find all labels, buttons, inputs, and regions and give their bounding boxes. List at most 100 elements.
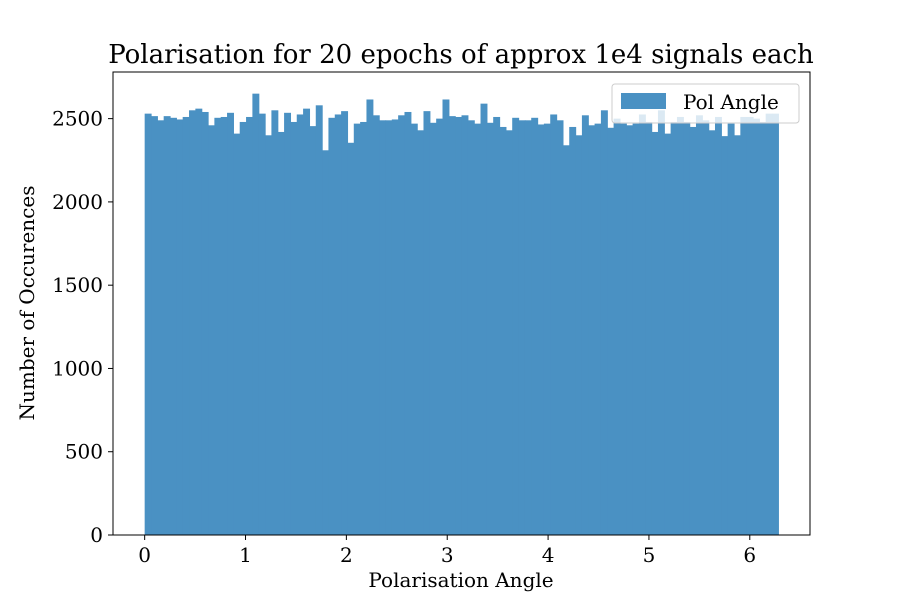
histogram-bar	[702, 120, 710, 536]
histogram-bar	[366, 99, 374, 535]
plot-frame	[112, 71, 811, 536]
histogram-bar	[474, 123, 482, 536]
histogram-bar	[144, 113, 152, 535]
histogram-bar	[265, 135, 273, 535]
histogram-bar	[619, 123, 627, 536]
histogram-bar	[379, 120, 387, 536]
histogram-bar	[543, 123, 551, 536]
histogram-bar	[499, 126, 507, 535]
histogram-bar	[524, 120, 532, 536]
histogram-bar	[651, 131, 659, 535]
histogram-bar	[448, 116, 456, 536]
histogram-bar	[151, 116, 158, 536]
histogram-bar	[195, 108, 203, 535]
histogram-bar	[372, 115, 380, 535]
x-tick-label: 3	[441, 543, 454, 567]
histogram-bar	[486, 122, 494, 536]
histogram-bar	[467, 120, 475, 536]
histogram-bar	[531, 117, 539, 536]
histogram-bar	[461, 115, 469, 535]
legend-label-pol-angle: Pol Angle	[683, 90, 779, 114]
histogram-bar	[695, 115, 703, 535]
histogram-bar	[772, 113, 779, 535]
histogram-bar	[309, 126, 317, 536]
histogram-bar	[562, 145, 570, 535]
y-tick-label: 500	[65, 440, 103, 464]
histogram-bar	[689, 126, 697, 535]
x-tick-label: 1	[239, 543, 252, 567]
histogram-bar	[423, 111, 431, 535]
histogram-bar	[189, 110, 196, 535]
histogram-bar	[765, 113, 773, 535]
histogram-bar	[271, 110, 279, 535]
histogram-bar	[170, 117, 177, 536]
histogram-bar	[353, 123, 361, 536]
histogram-bar	[683, 121, 691, 536]
histogram-bar	[182, 116, 190, 536]
histogram-bar	[664, 133, 672, 535]
y-tick-label: 2500	[52, 107, 103, 131]
histogram-bar	[214, 117, 222, 536]
histogram-bar	[284, 112, 292, 535]
legend: Pol Angle	[611, 83, 800, 124]
histogram-bar	[727, 123, 735, 536]
histogram-bar	[645, 121, 653, 536]
histogram-bar	[493, 116, 501, 536]
histogram-bar	[657, 110, 665, 535]
histogram-bar	[759, 121, 767, 536]
histogram-bar	[328, 117, 336, 536]
histogram-bar	[588, 125, 596, 535]
histogram-bar	[341, 111, 349, 535]
histogram-bar	[290, 121, 298, 536]
histogram-bar	[303, 108, 311, 535]
histogram-bar	[347, 142, 355, 535]
histogram-bar	[480, 103, 488, 535]
histogram-bar	[607, 127, 615, 536]
histogram-bars	[144, 93, 779, 536]
histogram-bar	[632, 123, 640, 536]
histogram-bar	[227, 112, 234, 535]
histogram-bar	[556, 120, 564, 536]
histogram-bar	[505, 130, 513, 535]
y-axis-ticks: 0 500 1000 1500 2000 2500	[52, 107, 113, 547]
histogram-bar	[740, 116, 748, 536]
y-tick-label: 1500	[52, 273, 103, 297]
histogram-bar	[721, 136, 729, 536]
histogram-bar	[746, 116, 754, 536]
histogram-bar	[208, 125, 215, 535]
y-tick-label: 2000	[52, 190, 103, 214]
histogram-bar	[334, 114, 342, 535]
histogram-bar	[322, 150, 330, 535]
histogram-bar	[239, 121, 247, 536]
histogram-bar	[600, 110, 608, 535]
histogram-bar	[594, 123, 602, 536]
x-tick-label: 5	[643, 543, 656, 567]
histogram-bar	[246, 116, 253, 536]
histogram-bar	[442, 99, 450, 535]
x-axis-label: Polarisation Angle	[368, 568, 553, 592]
histogram-bar	[233, 133, 241, 535]
histogram-bar	[391, 119, 399, 536]
x-tick-label: 0	[138, 543, 151, 567]
histogram-bar	[708, 130, 716, 535]
histogram-bar	[714, 116, 722, 536]
histogram-bar	[163, 116, 171, 536]
histogram-bar	[512, 117, 520, 536]
histogram-bar	[296, 114, 304, 535]
histogram-bar	[753, 118, 760, 536]
x-tick-label: 2	[340, 543, 353, 567]
histogram-bar	[537, 124, 545, 536]
histogram-bar	[436, 118, 444, 536]
histogram-bar	[176, 119, 184, 536]
histogram-bar	[613, 118, 621, 536]
histogram-bar	[550, 114, 558, 535]
histogram-bar	[404, 111, 412, 535]
histogram-bar	[220, 116, 228, 536]
histogram-bar	[277, 131, 285, 535]
histogram-bar	[252, 93, 260, 536]
x-tick-label: 4	[542, 543, 555, 567]
histogram-bar	[429, 122, 437, 536]
histogram-bar	[417, 130, 425, 535]
histogram-bar	[626, 125, 634, 535]
